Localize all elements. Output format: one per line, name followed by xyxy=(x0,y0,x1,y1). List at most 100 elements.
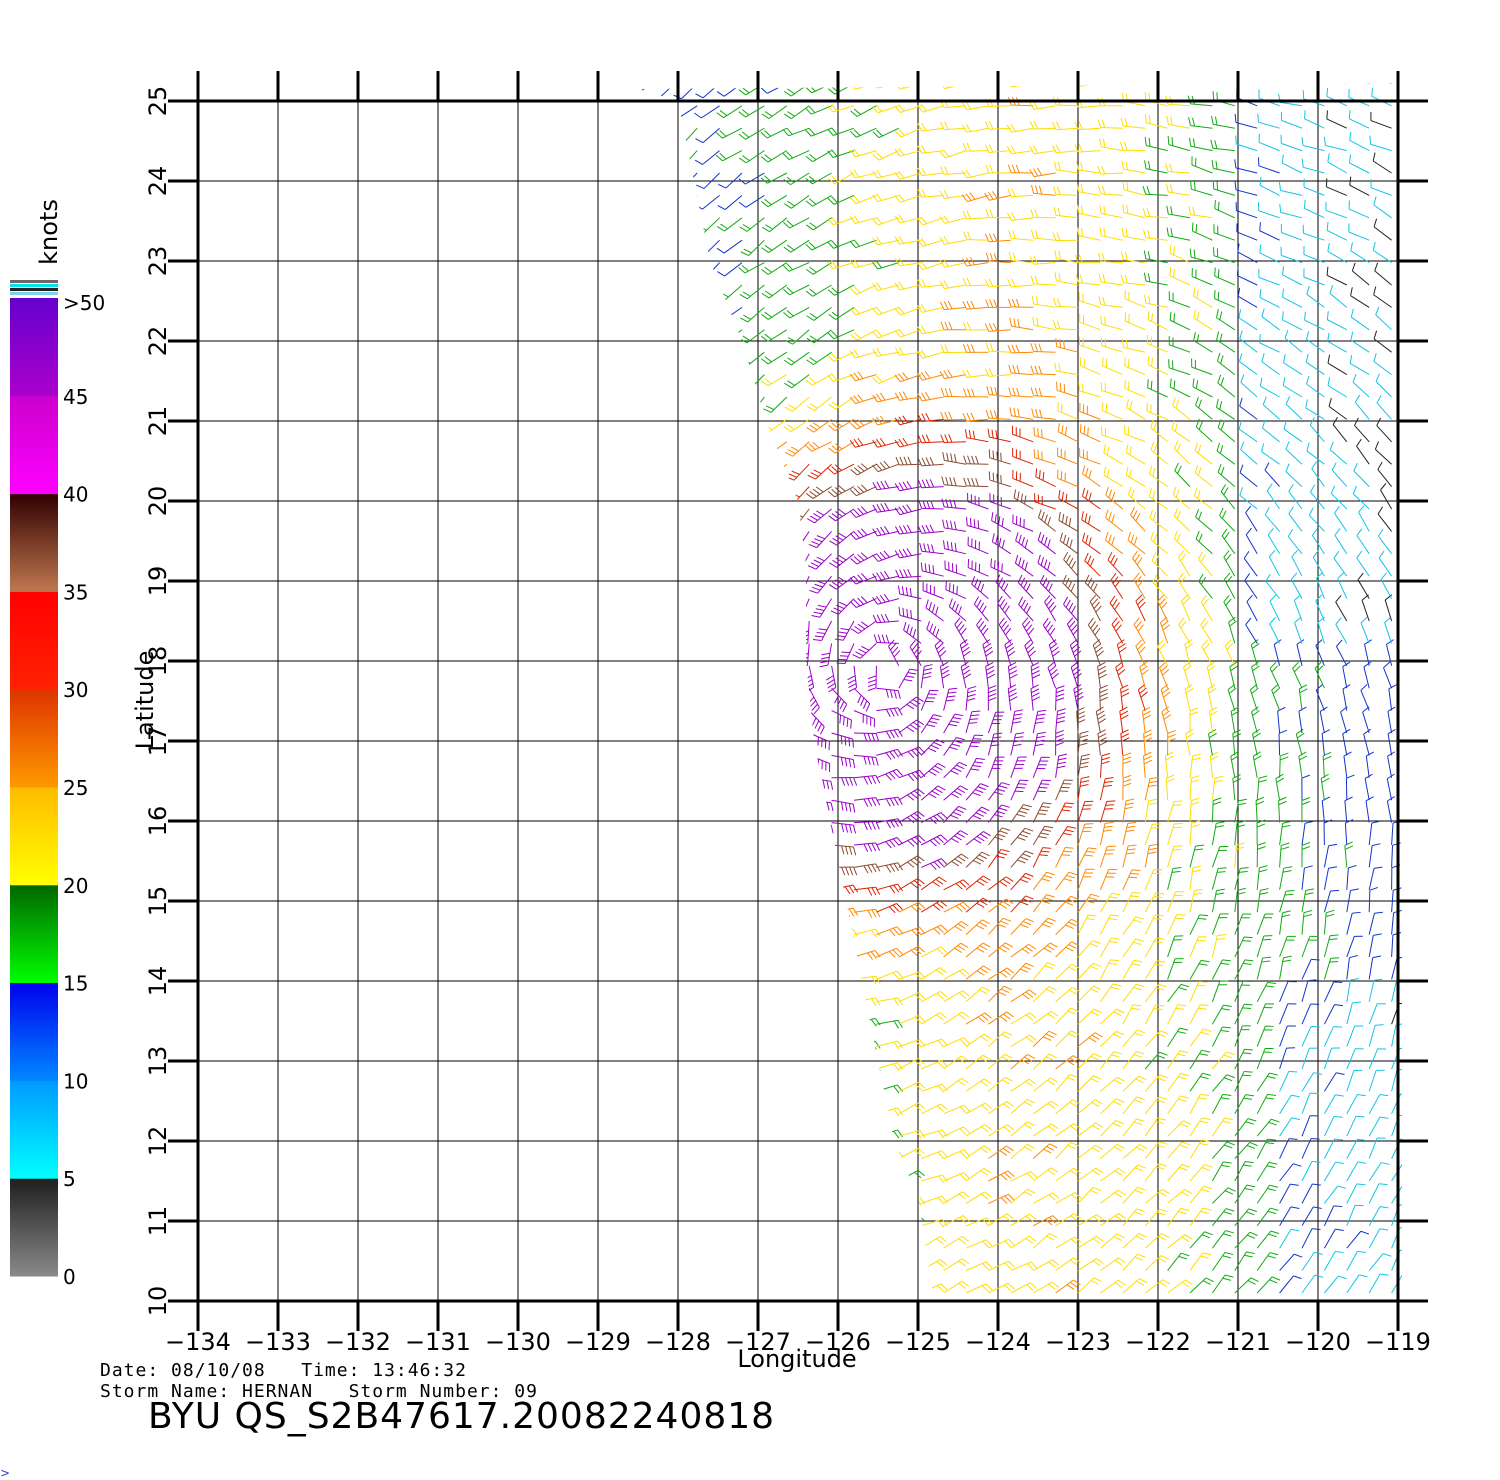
wind-barb-feather xyxy=(875,975,881,984)
wind-barb-feather xyxy=(1197,917,1207,920)
wind-barb-feather xyxy=(1045,621,1051,629)
wind-barb-feather xyxy=(917,413,923,422)
wind-barb-shaft xyxy=(1200,601,1213,622)
wind-barb-feather xyxy=(1354,417,1359,426)
wind-barb-feather xyxy=(1154,963,1164,967)
wind-barb-feather xyxy=(763,1067,768,1076)
wind-barb-feather xyxy=(1108,489,1113,498)
wind-barb-shaft xyxy=(1212,1051,1227,1070)
wind-barb-feather xyxy=(1154,940,1163,944)
wind-barb-feather xyxy=(785,1004,789,1013)
wind-barb-feather xyxy=(849,373,856,382)
wind-barb-feather xyxy=(696,1004,700,1013)
wind-barb-feather xyxy=(638,729,642,737)
wind-barb-feather xyxy=(944,434,949,443)
wind-barb-shaft xyxy=(1012,477,1034,488)
wind-barb-feather xyxy=(1242,1007,1251,1010)
wind-barb-feather xyxy=(651,1072,654,1082)
wind-barb-feather xyxy=(997,923,1006,928)
wind-barb-feather xyxy=(1084,854,1093,857)
wind-barb-feather xyxy=(1069,1074,1078,1078)
wind-barb-feather xyxy=(849,577,857,585)
wind-barb-feather xyxy=(807,850,810,860)
wind-barb-shaft xyxy=(719,688,728,710)
wind-barb-shaft xyxy=(1037,562,1056,577)
wind-barb-feather xyxy=(874,1242,881,1251)
wind-barb-feather xyxy=(1331,462,1337,471)
wind-barb-feather xyxy=(1006,1145,1014,1152)
wind-barb-feather xyxy=(848,885,855,894)
wind-barb-feather xyxy=(808,544,817,549)
wind-barb-feather xyxy=(896,903,903,910)
wind-barb-feather xyxy=(1177,1031,1186,1034)
wind-barb-feather xyxy=(1137,579,1144,587)
wind-barb-feather xyxy=(872,528,878,537)
wind-barb-feather xyxy=(1223,595,1230,603)
wind-barb-feather xyxy=(1372,955,1382,959)
wind-barb-feather xyxy=(770,545,779,548)
wind-barb-feather xyxy=(1194,487,1198,497)
wind-barb-feather xyxy=(1004,942,1013,948)
wind-barb-shaft xyxy=(1346,1274,1360,1294)
wind-barb-feather xyxy=(955,883,963,890)
wind-barb-shaft xyxy=(1010,1078,1030,1092)
wind-barb-feather xyxy=(885,709,891,718)
wind-barb-feather xyxy=(936,902,944,909)
wind-barb-feather xyxy=(749,728,755,737)
wind-barb-feather xyxy=(1157,1117,1167,1121)
wind-barb-feather xyxy=(848,1242,855,1251)
wind-barb-feather xyxy=(906,726,915,733)
colorbar-tick-label: 0 xyxy=(63,1265,76,1289)
wind-barb-feather xyxy=(1303,913,1312,918)
wind-barb-feather xyxy=(707,575,717,578)
wind-barb-feather xyxy=(1200,959,1210,963)
wind-barb-feather xyxy=(1256,819,1266,824)
wind-barb-feather xyxy=(1128,876,1138,879)
wind-barb-feather xyxy=(1162,624,1170,631)
wind-barb-shaft xyxy=(1122,983,1137,1003)
wind-barb-feather xyxy=(1018,534,1022,544)
wind-barb-feather xyxy=(902,372,909,380)
wind-barb-feather xyxy=(1068,944,1077,949)
wind-barb-feather xyxy=(853,421,861,428)
wind-barb-feather xyxy=(675,700,682,708)
wind-barb-feather xyxy=(990,744,1000,747)
wind-barb-feather xyxy=(740,1004,744,1014)
wind-barb-feather xyxy=(1067,617,1074,625)
wind-barb-feather xyxy=(1258,775,1268,779)
wind-barb-feather xyxy=(1245,617,1252,625)
wind-barb-feather xyxy=(990,386,994,396)
wind-barb-feather xyxy=(809,589,818,594)
wind-barb-feather xyxy=(917,810,925,817)
wind-barb-feather xyxy=(719,708,727,715)
wind-barb-feather xyxy=(963,650,971,657)
wind-barb-feather xyxy=(939,967,947,974)
wind-barb-shaft xyxy=(1211,823,1217,846)
wind-barb-feather xyxy=(1129,446,1132,455)
wind-barb-feather xyxy=(1374,911,1383,914)
wind-barb-feather xyxy=(785,1291,791,1300)
wind-barb-shaft xyxy=(816,531,832,548)
wind-barb-feather xyxy=(941,1218,948,1227)
wind-barb-feather xyxy=(961,1258,970,1265)
wind-barb-feather xyxy=(852,1019,859,1028)
wind-barb-feather xyxy=(785,1048,789,1058)
wind-barb-feather xyxy=(643,571,652,575)
wind-barb-feather xyxy=(1159,1074,1168,1079)
wind-barb-feather xyxy=(944,411,949,421)
wind-barb-feather xyxy=(950,838,959,843)
wind-barb-shaft xyxy=(1287,536,1303,555)
wind-barb-feather xyxy=(1232,729,1241,734)
wind-barb-feather xyxy=(1005,643,1014,649)
wind-barb-feather xyxy=(754,809,758,819)
wind-barb-feather xyxy=(1025,962,1034,967)
wind-barb-feather xyxy=(624,617,632,621)
wind-barb-shaft xyxy=(1301,823,1306,846)
wind-barb-feather xyxy=(616,463,624,464)
wind-barb-shaft xyxy=(1032,733,1038,756)
wind-barb-shaft xyxy=(719,1046,742,1048)
wind-barb-shaft xyxy=(696,822,717,834)
wind-barb-shaft xyxy=(1055,688,1057,711)
wind-barb-feather xyxy=(822,801,826,811)
wind-barb-shaft xyxy=(1220,491,1236,510)
